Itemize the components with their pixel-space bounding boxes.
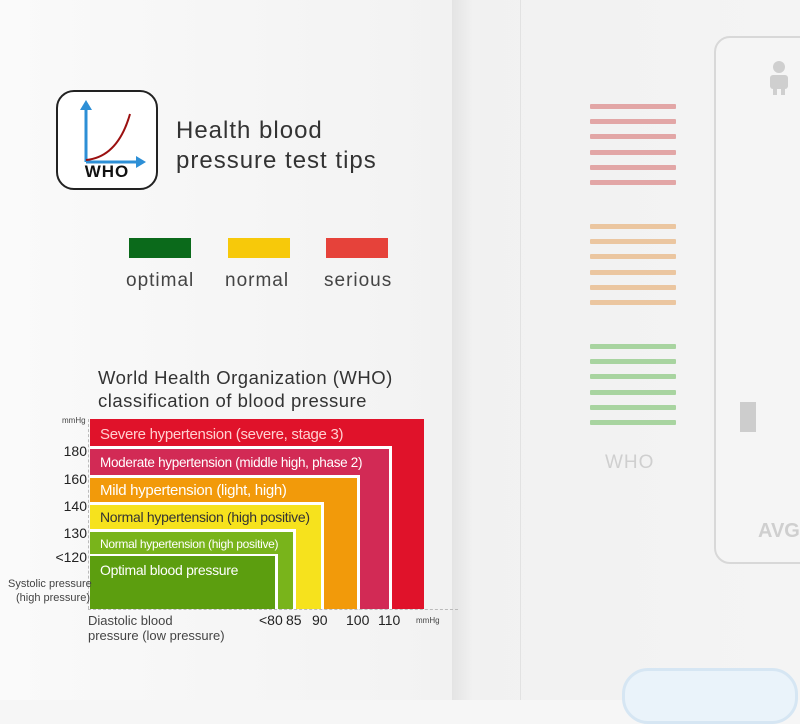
x-tick: <80	[259, 612, 283, 628]
chart-curve-icon	[80, 100, 146, 168]
band-label-normal: Normal hypertension (high positive)	[100, 537, 279, 551]
scale-bar	[590, 239, 676, 245]
y-axis	[88, 419, 90, 609]
scale-bar	[590, 149, 676, 155]
scale-bar	[590, 134, 676, 140]
x-axis-label-sub: pressure (low pressure)	[88, 628, 225, 643]
x-unit-label: mmHg	[416, 616, 440, 625]
scale-bar	[590, 389, 676, 395]
title-line-1: Health blood	[176, 117, 323, 144]
who-icon-label: WHO	[84, 162, 130, 181]
who-scale-label: WHO	[605, 452, 655, 473]
band-label-mild: Mild hypertension (light, high)	[100, 482, 287, 499]
legend-swatch-normal	[228, 238, 290, 258]
legend-label-normal: normal	[225, 270, 290, 291]
band-label-severe: Severe hypertension (severe, stage 3)	[100, 426, 344, 443]
indicator-block	[740, 402, 756, 432]
device-button	[622, 668, 798, 724]
band-optimal	[90, 556, 275, 609]
chart-title: World Health Organization (WHO) classifi…	[98, 366, 393, 412]
y-tick: 180	[63, 443, 87, 459]
y-tick: 130	[63, 525, 87, 541]
band-label-moderate: Moderate hypertension (middle high, phas…	[100, 455, 363, 470]
title-line-2: pressure test tips	[176, 147, 377, 174]
x-tick: 100	[346, 612, 370, 628]
scale-bar	[590, 104, 676, 109]
scale-bar	[590, 119, 676, 125]
scale-bar	[590, 300, 676, 305]
band-label-normal-high: Normal hypertension (high positive)	[100, 509, 310, 525]
y-axis-label: Systolic pressure	[8, 578, 92, 590]
scale-bar	[590, 284, 676, 290]
scale-bar	[590, 254, 676, 260]
x-tick: 110	[378, 612, 401, 628]
y-tick: <120	[55, 549, 87, 565]
scale-bar	[590, 224, 676, 229]
panel-divider	[520, 0, 521, 700]
chart-title-line-2: classification of blood pressure	[98, 390, 367, 411]
band-label-optimal: Optimal blood pressure	[100, 562, 239, 578]
legend-label-serious: serious	[324, 270, 393, 291]
avg-label: AVG	[758, 520, 800, 542]
y-axis-label-sub: (high pressure)	[16, 592, 90, 604]
user-icon	[770, 61, 788, 95]
x-axis	[88, 609, 458, 611]
x-tick: 85	[286, 612, 302, 628]
y-unit-label: mmHg	[62, 416, 86, 425]
x-axis-label: Diastolic blood	[88, 613, 173, 628]
chart-title-line-1: World Health Organization (WHO)	[98, 367, 393, 388]
legend-label-optimal: optimal	[126, 270, 195, 291]
who-chart-icon: WHO	[56, 90, 158, 190]
legend-swatch-optimal	[129, 238, 191, 258]
scale-bar	[590, 180, 676, 185]
scale-bar	[590, 404, 676, 410]
page-title: Health blood pressure test tips	[176, 116, 377, 176]
scale-bar	[590, 269, 676, 275]
x-tick: 90	[312, 612, 328, 628]
y-tick: 140	[63, 498, 87, 514]
scale-bar	[590, 164, 676, 170]
scale-bar	[590, 359, 676, 365]
device-display	[714, 36, 800, 564]
scale-bar	[590, 374, 676, 380]
scale-bar	[590, 420, 676, 425]
y-tick: 160	[63, 471, 87, 487]
scale-bar	[590, 344, 676, 349]
legend-swatch-serious	[326, 238, 388, 258]
